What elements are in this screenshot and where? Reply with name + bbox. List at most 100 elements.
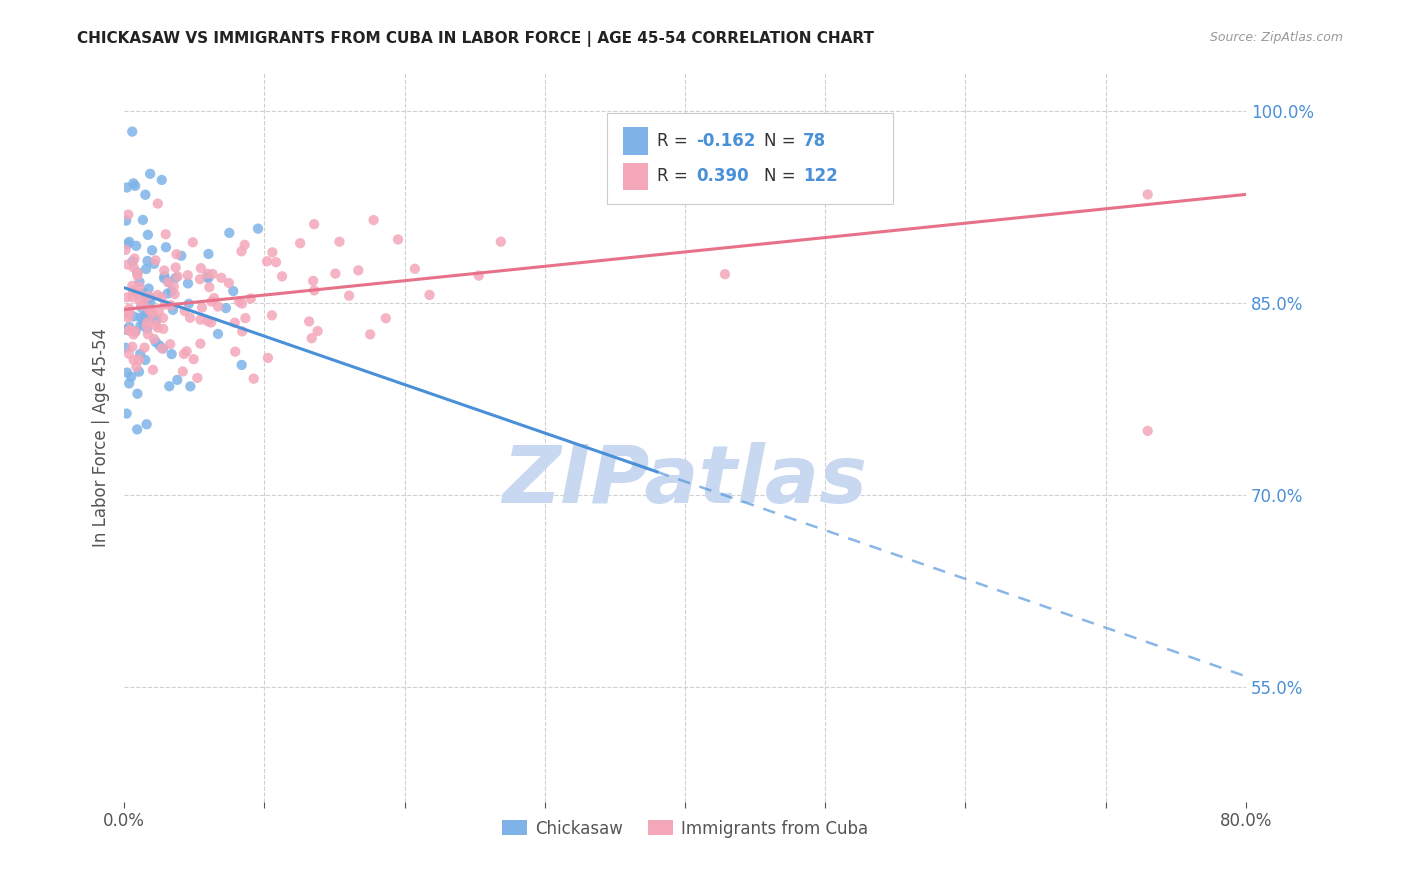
Point [183,352,205,367]
Text: CHICKASAW VS IMMIGRANTS FROM CUBA IN LABOR FORCE | AGE 45-54 CORRELATION CHART: CHICKASAW VS IMMIGRANTS FROM CUBA IN LAB… [77,31,875,47]
Point [201,294,224,309]
Point [173,347,195,361]
Point [1136,187,1159,202]
Legend: Chickasaw, Immigrants from Cuba: Chickasaw, Immigrants from Cuba [495,813,875,844]
Point [218,276,240,290]
Point [139,295,162,310]
Y-axis label: In Labor Force | Age 45-54: In Labor Force | Age 45-54 [93,327,110,547]
Point [136,322,159,336]
Point [714,267,737,281]
Point [115,290,138,304]
Point [160,347,183,361]
Point [114,323,136,337]
Point [117,208,139,222]
Point [231,325,253,339]
Point [146,288,169,302]
Point [127,422,149,436]
Point [328,235,350,249]
Point [256,254,278,268]
Point [191,301,214,315]
Point [136,227,159,242]
Point [115,366,138,380]
Point [181,235,204,250]
Text: 78: 78 [803,132,825,150]
Point [162,302,184,317]
Point [129,300,152,314]
Point [134,341,156,355]
Point [121,290,143,304]
Point [242,372,264,386]
Point [231,358,253,372]
Point [157,275,180,289]
Point [141,304,163,318]
Point [165,260,187,275]
Point [152,342,174,356]
Point [298,314,321,328]
Point [135,293,157,307]
FancyBboxPatch shape [606,113,893,204]
Point [156,275,179,289]
Point [307,324,329,338]
Point [131,298,153,312]
Point [224,316,246,330]
Point [143,257,166,271]
Point [153,263,176,277]
Point [152,322,174,336]
Point [209,270,232,285]
Point [129,347,152,361]
Point [207,300,229,314]
Point [124,178,146,193]
Point [134,309,156,323]
Point [177,297,200,311]
Point [202,291,225,305]
Point [136,253,159,268]
Point [166,373,188,387]
Point [404,261,426,276]
Point [195,269,218,284]
Point [142,308,165,322]
Point [138,304,160,318]
Point [197,271,219,285]
Point [222,284,245,298]
Point [141,310,163,324]
Point [148,304,170,318]
FancyBboxPatch shape [623,162,648,190]
Point [117,310,139,325]
Point [170,249,193,263]
Point [179,310,201,325]
Point [127,268,149,283]
Point [304,284,326,298]
Point [115,213,138,227]
Text: -0.162: -0.162 [696,132,755,150]
Point [467,268,489,283]
Text: R =: R = [657,168,693,186]
Point [207,326,229,341]
Point [117,237,139,252]
Point [218,226,240,240]
Point [186,371,208,385]
Point [257,351,280,365]
Point [224,344,246,359]
Point [132,213,155,227]
Point [118,347,141,361]
Text: R =: R = [657,132,693,150]
Point [325,267,347,281]
Point [176,344,198,359]
Point [197,267,219,281]
Point [117,258,139,272]
Point [337,289,360,303]
Point [146,320,169,334]
Point [125,239,148,253]
Point [139,291,162,305]
Point [118,324,141,338]
Point [419,288,441,302]
Point [143,318,166,332]
Point [301,331,323,345]
Point [132,285,155,300]
Point [127,265,149,279]
Point [173,304,195,318]
Point [150,173,173,187]
Point [246,221,269,235]
Point [165,271,187,285]
Point [177,277,200,291]
